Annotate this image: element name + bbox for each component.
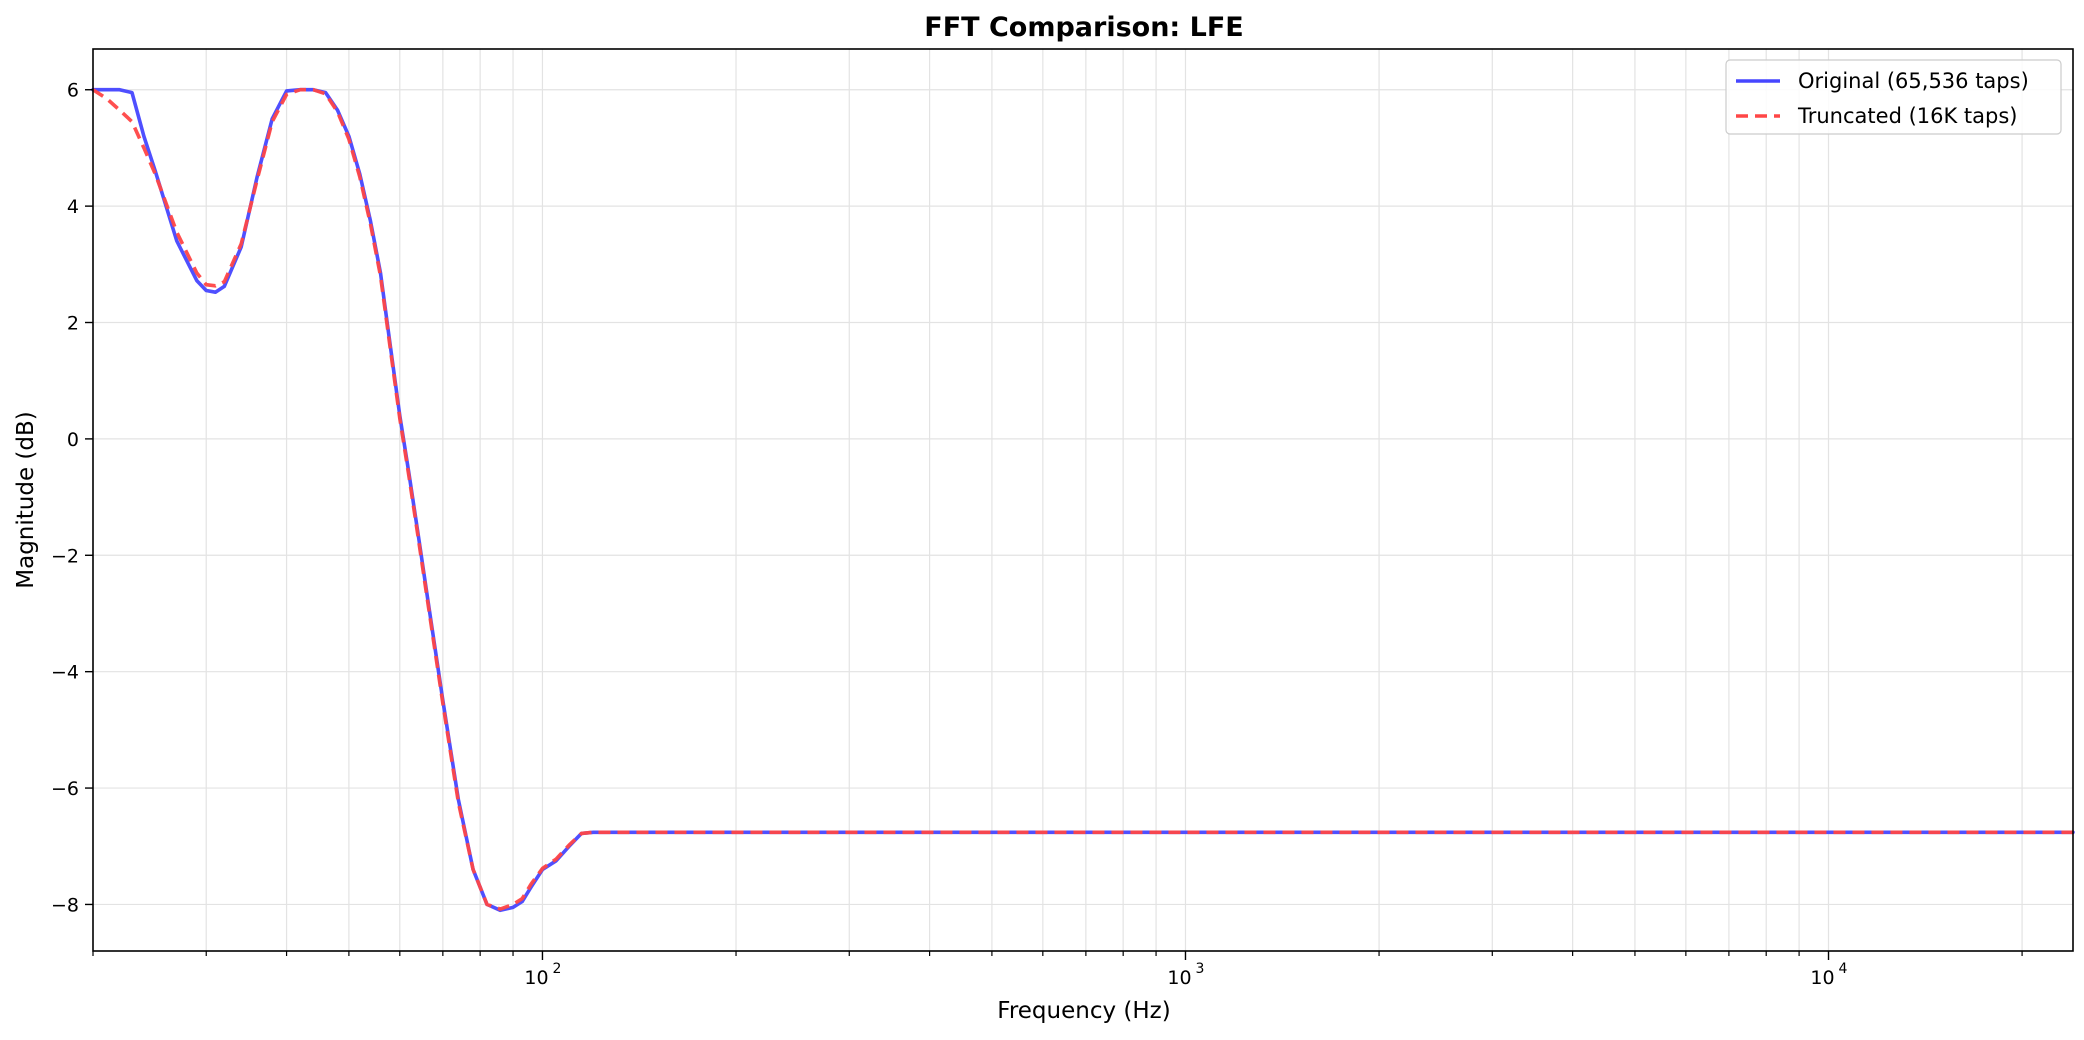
series-layer — [91, 87, 2075, 913]
legend-label: Truncated (16K taps) — [1797, 104, 2018, 128]
x-tick-label-base: 10 — [524, 967, 548, 989]
y-tick-label: 0 — [67, 429, 79, 451]
y-tick-label: 4 — [67, 196, 79, 218]
y-tick-label: −2 — [51, 545, 79, 567]
series-line-original — [91, 87, 2075, 913]
x-tick-label: 10 4 — [1810, 961, 1847, 989]
chart-title: FFT Comparison: LFE — [924, 12, 1243, 43]
y-tick-label: −6 — [51, 778, 79, 800]
x-tick-label-exponent: 2 — [552, 961, 561, 977]
legend-label: Original (65,536 taps) — [1798, 69, 2029, 93]
x-tick-label: 10 3 — [1167, 961, 1204, 989]
y-tick-label: 2 — [67, 313, 79, 335]
legend: Original (65,536 taps) Truncated (16K tap… — [1725, 59, 2062, 135]
y-axis-label: Magnitude (dB) — [13, 411, 39, 589]
series-line-truncated — [92, 87, 2073, 911]
grid — [92, 49, 2073, 951]
x-tick-label-base: 10 — [1810, 967, 1834, 989]
x-tick-label-exponent: 3 — [1195, 961, 1204, 977]
x-tick-label-exponent: 4 — [1839, 961, 1848, 977]
plot-frame — [92, 48, 2074, 952]
x-axis-label: Frequency (Hz) — [997, 998, 1170, 1024]
y-tick-label: −4 — [51, 662, 79, 684]
x-tick-label-base: 10 — [1167, 967, 1191, 989]
y-tick-label: −8 — [51, 894, 79, 916]
x-tick-label: 10 2 — [524, 961, 561, 989]
y-tick-label: 6 — [67, 80, 79, 102]
legend-box — [1725, 59, 2062, 135]
